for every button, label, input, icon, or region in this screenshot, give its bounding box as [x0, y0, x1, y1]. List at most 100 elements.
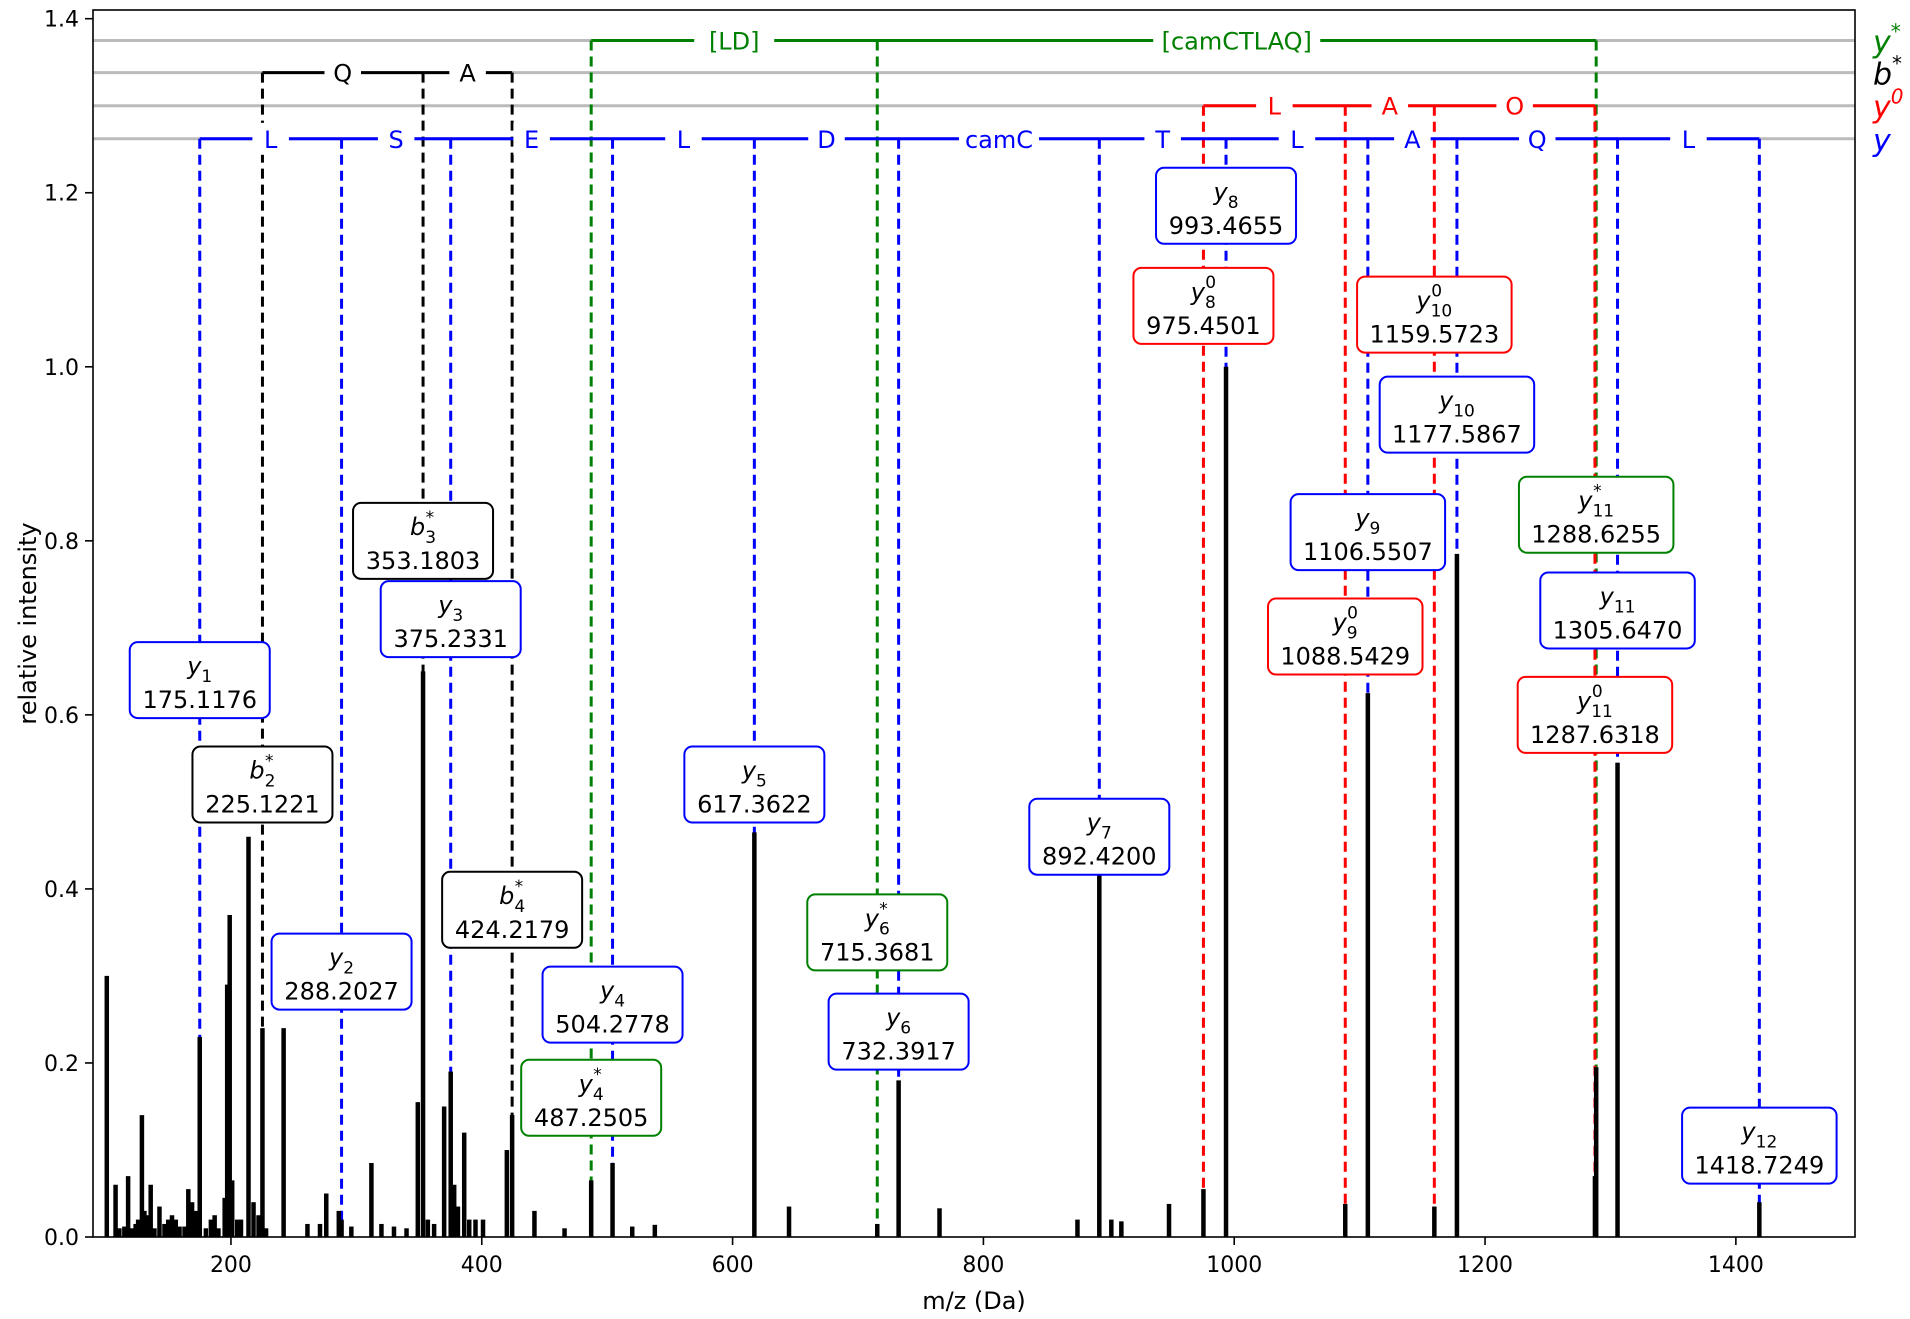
ion-index: 11 — [1614, 597, 1636, 617]
legend-letter: y — [1872, 25, 1892, 60]
legend-y_zero: y0 — [1872, 85, 1904, 126]
ladder-gap — [1496, 89, 1533, 122]
ion-index: 4 — [614, 992, 625, 1012]
mz-value: 1159.5723 — [1369, 321, 1499, 349]
ion-label: y90 — [1332, 604, 1358, 644]
y-tick-label: 1.0 — [44, 356, 79, 381]
ion-letter: y — [328, 944, 344, 972]
ion-modifier: * — [1593, 482, 1602, 502]
ladder-residue-label: L — [1268, 93, 1282, 121]
y-tick-label: 0.4 — [44, 878, 79, 903]
ion-letter: y — [1415, 287, 1431, 315]
ladder-residue-label: [camCTLAQ] — [1162, 27, 1312, 55]
mz-value: 1088.5429 — [1280, 643, 1410, 671]
ion-index: 4 — [514, 897, 525, 917]
ladder-gap — [449, 56, 486, 89]
legend-y: y — [1872, 124, 1892, 159]
ion-index: 1 — [201, 667, 212, 687]
ladder-gap — [665, 122, 702, 155]
legend-modifier: 0 — [1891, 85, 1904, 109]
ladder-gap — [1670, 122, 1707, 155]
y-tick-label: 0.2 — [44, 1052, 79, 1077]
mz-value: 504.2778 — [555, 1011, 670, 1039]
ion-label: y11 — [1599, 582, 1636, 617]
ladder-gap — [252, 122, 289, 155]
mz-value: 1287.6318 — [1530, 721, 1660, 749]
annotation-box — [379, 580, 522, 659]
annotation-box — [1378, 375, 1536, 454]
ion-label: y4 — [599, 977, 625, 1012]
peaks-layer — [104, 366, 1762, 1237]
ion-modifier: * — [515, 877, 524, 897]
ladder-gap — [1153, 24, 1321, 57]
ladder-gap — [1278, 122, 1316, 155]
mz-value: 288.2027 — [284, 978, 399, 1006]
ion-index: 11 — [1592, 502, 1614, 522]
ion-index: 6 — [900, 1019, 911, 1039]
ion-letter: y — [186, 652, 202, 680]
ion-modifier: * — [593, 1065, 602, 1085]
annotation-box — [270, 932, 413, 1011]
ladder-gap — [808, 122, 845, 155]
annotation-box — [541, 965, 684, 1044]
ion-label: y8 — [1213, 178, 1239, 213]
y-tick-label: 0.6 — [44, 704, 79, 729]
series-legend: y*b*y0y — [1872, 19, 1904, 158]
ion-index: 3 — [452, 606, 463, 626]
ion-label: y6* — [864, 899, 890, 939]
ion-index: 2 — [343, 959, 354, 979]
annotations-layer: y1175.1176b2*225.1221y2288.2027b3*353.18… — [128, 166, 1838, 1185]
y-axis-label: relative intensity — [14, 522, 42, 724]
ion-label: y9 — [1354, 504, 1380, 539]
ladder-residue-label: camC — [965, 126, 1033, 154]
ladder-residue-label: L — [264, 126, 278, 154]
ladder-gap — [958, 122, 1039, 155]
legend-b_star: b* — [1873, 52, 1902, 93]
annotation-box — [683, 745, 826, 824]
ladder-gap — [1394, 122, 1431, 155]
annotation-box — [1132, 266, 1275, 345]
ion-label: y4* — [578, 1065, 604, 1105]
ladder-residue-label: D — [817, 126, 835, 154]
ion-index: 2 — [265, 771, 276, 791]
ladder-gap — [1518, 122, 1556, 155]
mz-value: 487.2505 — [534, 1104, 649, 1132]
x-tick-label: 400 — [461, 1253, 503, 1278]
ladder-residue-label: T — [1154, 126, 1170, 154]
annotation-box — [1155, 166, 1298, 245]
mz-value: 375.2331 — [393, 625, 508, 653]
annotation-box — [1267, 597, 1424, 676]
ion-letter: y — [1354, 504, 1370, 532]
ion-label: y100 — [1415, 282, 1452, 322]
ion-label: y10 — [1438, 387, 1475, 422]
x-tick-label: 1400 — [1708, 1253, 1764, 1278]
ion-index: 8 — [1228, 193, 1239, 213]
ladder-residue-label: [LD] — [709, 27, 760, 55]
y-tick-label: 0.8 — [44, 530, 79, 555]
ion-letter: b — [410, 513, 425, 541]
ion-label: b2* — [249, 751, 275, 791]
ion-index: 10 — [1453, 402, 1475, 422]
annotation-box — [1289, 493, 1447, 572]
ladder-gap — [513, 122, 550, 155]
ladder-residue-label: Q — [333, 60, 352, 88]
mz-value: 993.4655 — [1169, 212, 1284, 240]
ion-modifier: * — [265, 751, 274, 771]
annotation-box — [1028, 797, 1171, 876]
fragment-annotation: y6*715.3681 — [806, 893, 949, 972]
ion-letter: y — [885, 1004, 901, 1032]
ion-letter: y — [864, 904, 880, 932]
mz-value: 1418.7249 — [1694, 1152, 1824, 1180]
ion-modifier: * — [426, 508, 435, 528]
legend-modifier: * — [1891, 19, 1901, 43]
ion-modifier: 0 — [1347, 604, 1358, 624]
ion-letter: y — [599, 977, 615, 1005]
annotation-box — [1517, 475, 1675, 554]
